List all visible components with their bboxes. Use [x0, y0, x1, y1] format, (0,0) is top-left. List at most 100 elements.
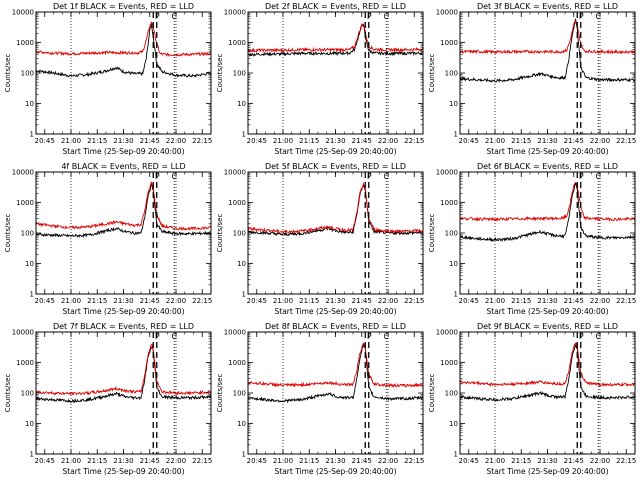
x-tick-label: 22:15: [192, 137, 212, 145]
x-axis-label: Start Time (25-Sep-09 20:40:00): [63, 467, 185, 476]
events-series-line: [36, 345, 211, 404]
y-tick-label: 10: [449, 420, 458, 428]
y-tick-label: 1: [30, 451, 34, 459]
detector-panel-9: Det 9f BLACK = Events, RED = LLD Counts/s…: [428, 322, 636, 476]
y-tick-label: 1: [242, 131, 246, 139]
x-tick-label: 22:00: [590, 457, 610, 465]
x-tick-label: 20:45: [247, 297, 267, 305]
x-tick-label: 21:30: [537, 457, 557, 465]
detector-panel-5: Det 5f BLACK = Events, RED = LLD Counts/s…: [216, 162, 424, 316]
x-axis-label: Start Time (25-Sep-09 20:40:00): [275, 467, 397, 476]
x-axis-label: Start Time (25-Sep-09 20:40:00): [275, 147, 397, 156]
detector-panel-8: Det 8f BLACK = Events, RED = LLD Counts/s…: [216, 322, 424, 476]
events-series-line: [460, 343, 635, 402]
x-tick-label: 21:30: [325, 457, 345, 465]
y-tick-label: 100: [233, 70, 246, 78]
x-tick-label: 20:45: [459, 457, 479, 465]
x-tick-label: 21:45: [564, 137, 584, 145]
y-tick-label: 100: [233, 390, 246, 398]
events-series-line: [460, 18, 635, 83]
marker-letter-p: P: [155, 12, 160, 21]
detector-panel-4: 4f BLACK = Events, RED = LLD Counts/sec St…: [4, 162, 212, 316]
y-tick-label: 1000: [440, 39, 458, 47]
plot-frame: [247, 11, 424, 135]
plot-frame: [459, 331, 636, 455]
events-series-line: [460, 182, 635, 242]
lld-series-line: [36, 21, 211, 58]
x-tick-label: 21:00: [273, 137, 293, 145]
y-tick-label: 10000: [224, 9, 246, 17]
x-tick-label: 21:15: [87, 457, 107, 465]
x-tick-label: 22:15: [192, 457, 212, 465]
x-tick-label: 21:00: [485, 137, 505, 145]
lld-series-line: [460, 181, 635, 223]
x-tick-label: 20:45: [247, 137, 267, 145]
y-axis-label: Counts/sec: [216, 374, 224, 413]
y-tick-label: 1000: [16, 199, 34, 207]
x-tick-label: 21:45: [564, 297, 584, 305]
x-tick-label: 22:15: [616, 457, 636, 465]
x-axis-label: Start Time (25-Sep-09 20:40:00): [63, 147, 185, 156]
x-tick-label: 22:15: [192, 297, 212, 305]
y-tick-label: 10000: [224, 169, 246, 177]
x-tick-label: 21:00: [485, 297, 505, 305]
x-tick-label: 20:45: [35, 297, 55, 305]
y-tick-label: 10000: [224, 329, 246, 337]
y-tick-label: 1: [30, 291, 34, 299]
x-tick-label: 21:30: [325, 137, 345, 145]
x-tick-label: 22:15: [404, 137, 424, 145]
y-tick-label: 1000: [440, 359, 458, 367]
detector-panel-6: Det 6f BLACK = Events, RED = LLD Counts/s…: [428, 162, 636, 316]
marker-letter-c: C: [171, 12, 177, 21]
x-tick-label: 21:45: [564, 457, 584, 465]
detector-panel-3: Det 3f BLACK = Events, RED = LLD Counts/s…: [428, 2, 636, 156]
x-tick-label: 21:45: [140, 137, 160, 145]
y-tick-label: 10: [237, 260, 246, 268]
x-tick-label: 21:30: [325, 297, 345, 305]
panel-title: Det 6f BLACK = Events, RED = LLD: [477, 162, 618, 171]
x-tick-label: 20:45: [459, 137, 479, 145]
y-tick-label: 100: [21, 390, 34, 398]
y-tick-label: 1000: [228, 199, 246, 207]
y-tick-label: 100: [445, 70, 458, 78]
y-tick-label: 1: [242, 291, 246, 299]
panel-title: Det 8f BLACK = Events, RED = LLD: [265, 322, 406, 331]
panel-title: Det 7f BLACK = Events, RED = LLD: [53, 322, 194, 331]
x-tick-label: 21:45: [140, 297, 160, 305]
y-tick-label: 10000: [436, 9, 458, 17]
y-tick-label: 100: [21, 70, 34, 78]
panel-title: Det 9f BLACK = Events, RED = LLD: [477, 322, 618, 331]
panel-title: Det 3f BLACK = Events, RED = LLD: [477, 2, 618, 11]
x-tick-label: 22:15: [404, 297, 424, 305]
y-axis-label: Counts/sec: [216, 54, 224, 93]
y-axis-label: Counts/sec: [4, 54, 12, 93]
y-axis-label: Counts/sec: [4, 214, 12, 253]
x-tick-label: 22:00: [590, 297, 610, 305]
y-tick-label: 10: [449, 260, 458, 268]
y-tick-label: 100: [445, 230, 458, 238]
y-axis-label: Counts/sec: [428, 374, 436, 413]
marker-letter-c: C: [595, 172, 601, 181]
x-tick-label: 21:45: [352, 297, 372, 305]
y-tick-label: 1: [242, 451, 246, 459]
x-tick-label: 22:00: [166, 137, 186, 145]
y-tick-label: 1000: [228, 39, 246, 47]
events-series-line: [248, 183, 423, 237]
marker-letter-c: C: [171, 172, 177, 181]
y-tick-label: 1: [454, 451, 458, 459]
marker-letter-c: C: [383, 12, 389, 21]
events-series-line: [36, 23, 211, 78]
marker-letter-p: P: [579, 172, 584, 181]
x-tick-label: 22:00: [590, 137, 610, 145]
y-tick-label: 10: [237, 420, 246, 428]
x-tick-label: 22:00: [166, 297, 186, 305]
marker-letter-p: P: [155, 332, 160, 341]
x-tick-label: 21:30: [113, 137, 133, 145]
x-tick-label: 21:00: [273, 297, 293, 305]
y-tick-label: 10: [237, 100, 246, 108]
y-axis-label: Counts/sec: [428, 54, 436, 93]
x-tick-label: 21:15: [87, 137, 107, 145]
x-tick-label: 21:45: [352, 137, 372, 145]
y-tick-label: 1000: [228, 359, 246, 367]
